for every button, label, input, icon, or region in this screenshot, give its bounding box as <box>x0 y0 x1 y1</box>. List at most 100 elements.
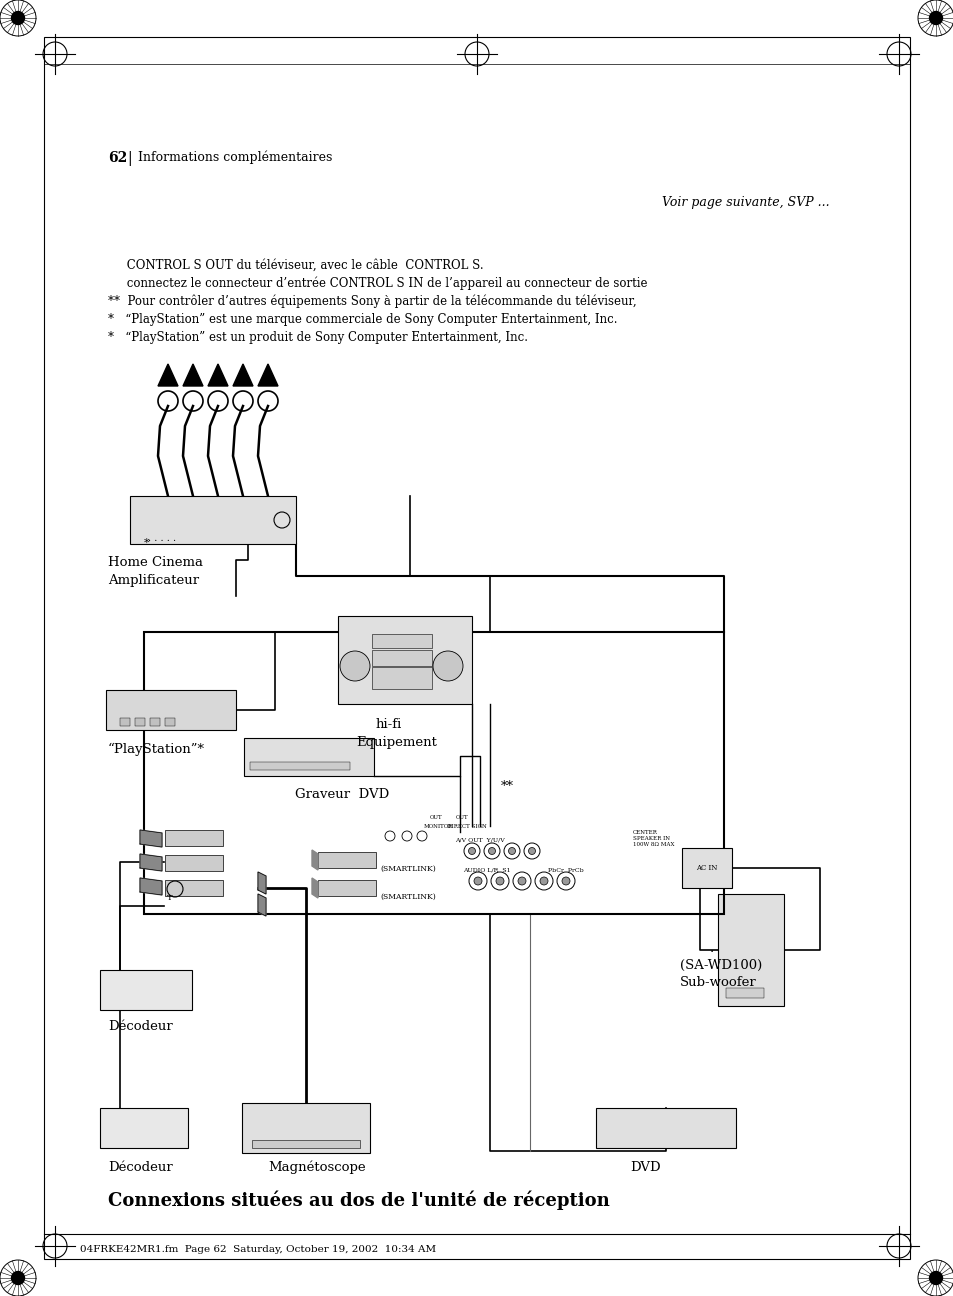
Polygon shape <box>140 854 162 871</box>
Text: (SA-WD100): (SA-WD100) <box>679 959 761 972</box>
Polygon shape <box>312 877 317 898</box>
Circle shape <box>385 831 395 841</box>
Circle shape <box>508 848 515 854</box>
Circle shape <box>557 872 575 890</box>
Text: **  Pour contrôler d’autres équipements Sony à partir de la télécommande du télé: ** Pour contrôler d’autres équipements S… <box>108 295 636 308</box>
Circle shape <box>488 848 495 854</box>
Text: “PlayStation”*: “PlayStation”* <box>108 743 205 757</box>
Circle shape <box>483 842 499 859</box>
Polygon shape <box>312 850 317 870</box>
Circle shape <box>416 831 427 841</box>
Circle shape <box>491 872 509 890</box>
Text: Connexions situées au dos de l'unité de réception: Connexions situées au dos de l'unité de … <box>108 1191 609 1210</box>
Circle shape <box>539 877 547 885</box>
Bar <box>130 496 295 544</box>
Bar <box>250 762 350 770</box>
Bar <box>244 737 374 776</box>
Text: Amplificateur: Amplificateur <box>108 574 199 587</box>
Bar <box>165 718 174 726</box>
Bar <box>100 969 192 1010</box>
Text: .: . <box>709 942 714 955</box>
Bar <box>372 651 432 666</box>
Text: **: ** <box>500 780 514 793</box>
Circle shape <box>10 10 25 25</box>
Bar <box>100 1108 188 1148</box>
Bar <box>120 718 130 726</box>
Text: Equipement: Equipement <box>355 736 436 749</box>
Circle shape <box>10 1271 25 1286</box>
Polygon shape <box>140 829 162 848</box>
Circle shape <box>401 831 412 841</box>
Text: . . . . .: . . . . . <box>148 534 176 543</box>
Polygon shape <box>158 364 178 386</box>
Text: |: | <box>127 152 132 166</box>
Circle shape <box>523 842 539 859</box>
Circle shape <box>339 651 370 680</box>
Text: 62: 62 <box>108 152 127 165</box>
Polygon shape <box>257 894 266 916</box>
Text: AUDIO L/R  S1: AUDIO L/R S1 <box>462 868 510 874</box>
Text: A/V OUT  Y/U/V: A/V OUT Y/U/V <box>455 839 504 842</box>
Text: Informations complémentaires: Informations complémentaires <box>138 152 332 165</box>
Text: DVD: DVD <box>629 1161 659 1174</box>
Text: Voir page suivante, SVP ...: Voir page suivante, SVP ... <box>661 196 829 209</box>
Bar <box>165 855 223 871</box>
Bar <box>144 632 723 914</box>
Circle shape <box>528 848 535 854</box>
Polygon shape <box>257 364 277 386</box>
Text: AC IN: AC IN <box>696 864 717 872</box>
Text: (SMARTLINK): (SMARTLINK) <box>379 864 436 874</box>
Circle shape <box>469 872 486 890</box>
Polygon shape <box>233 364 253 386</box>
Circle shape <box>474 877 481 885</box>
Bar <box>150 718 160 726</box>
Text: Sub-woofer: Sub-woofer <box>679 976 756 989</box>
Text: Décodeur: Décodeur <box>108 1161 172 1174</box>
Polygon shape <box>140 877 162 896</box>
Text: *   “PlayStation” est un produit de Sony Computer Entertainment, Inc.: * “PlayStation” est un produit de Sony C… <box>108 330 527 343</box>
Text: 04FRKE42MR1.fm  Page 62  Saturday, October 19, 2002  10:34 AM: 04FRKE42MR1.fm Page 62 Saturday, October… <box>80 1245 436 1255</box>
Bar <box>242 1103 370 1153</box>
Bar <box>596 1108 735 1148</box>
Text: T: T <box>167 894 172 902</box>
Circle shape <box>463 842 479 859</box>
Circle shape <box>517 877 525 885</box>
Circle shape <box>928 1271 943 1286</box>
Circle shape <box>535 872 553 890</box>
Bar <box>725 988 763 998</box>
Bar <box>106 689 235 730</box>
Text: (SMARTLINK): (SMARTLINK) <box>379 893 436 901</box>
Bar <box>135 718 145 726</box>
Text: connectez le connecteur d’entrée CONTROL S IN de l’appareil au connecteur de sor: connectez le connecteur d’entrée CONTROL… <box>108 277 647 290</box>
Polygon shape <box>183 364 203 386</box>
Text: hi-fi: hi-fi <box>375 718 402 731</box>
Bar <box>372 634 432 648</box>
Text: CENTER
SPEAKER IN
100W 8Ω MAX: CENTER SPEAKER IN 100W 8Ω MAX <box>633 829 674 846</box>
Circle shape <box>433 651 462 680</box>
Text: Home Cinema: Home Cinema <box>108 556 203 569</box>
Text: Décodeur: Décodeur <box>108 1020 172 1033</box>
Text: *   “PlayStation” est une marque commerciale de Sony Computer Entertainment, Inc: * “PlayStation” est une marque commercia… <box>108 314 617 327</box>
Bar <box>372 667 432 689</box>
Bar <box>252 1140 359 1148</box>
Bar <box>317 851 375 868</box>
Circle shape <box>503 842 519 859</box>
Circle shape <box>496 877 503 885</box>
Text: Graveur  DVD: Graveur DVD <box>294 788 389 801</box>
Text: MONITOR: MONITOR <box>423 824 453 829</box>
Bar <box>165 829 223 846</box>
Bar <box>317 880 375 896</box>
Circle shape <box>561 877 569 885</box>
Text: PbCr  PrCb: PbCr PrCb <box>547 868 583 874</box>
Text: CONTROL S OUT du téléviseur, avec le câble  CONTROL S.: CONTROL S OUT du téléviseur, avec le câb… <box>108 259 483 272</box>
Text: Magnétoscope: Magnétoscope <box>268 1161 365 1174</box>
Circle shape <box>928 10 943 25</box>
Polygon shape <box>257 872 266 894</box>
Polygon shape <box>208 364 228 386</box>
Bar <box>718 894 783 1006</box>
Circle shape <box>468 848 475 854</box>
Bar <box>337 616 472 704</box>
Bar <box>681 848 731 888</box>
Circle shape <box>513 872 531 890</box>
Bar <box>165 880 223 896</box>
